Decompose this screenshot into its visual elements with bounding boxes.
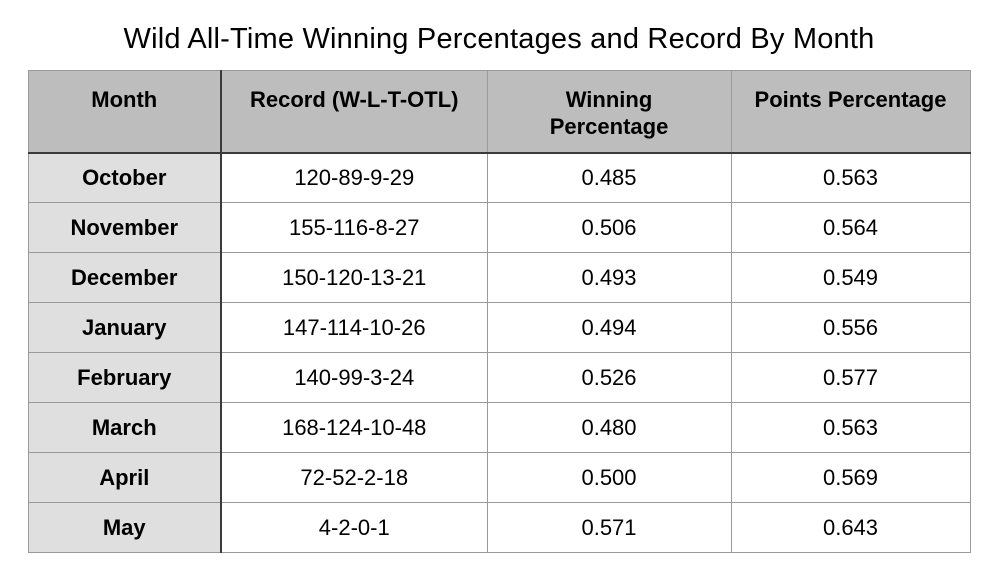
points-percentage-cell: 0.564: [730, 202, 971, 254]
table-row: March 168-124-10-48 0.480 0.563: [27, 402, 971, 454]
table-row: November 155-116-8-27 0.506 0.564: [27, 202, 971, 254]
record-cell: 72-52-2-18: [220, 452, 488, 504]
table-row: October 120-89-9-29 0.485 0.563: [27, 152, 971, 204]
table-body: October 120-89-9-29 0.485 0.563 November 155-…: [27, 152, 971, 554]
record-cell: 140-99-3-24: [220, 352, 488, 404]
winning-percentage-cell: 0.571: [486, 502, 732, 554]
winning-percentage-cell: 0.493: [486, 252, 732, 304]
winning-percentage-cell: 0.480: [486, 402, 732, 454]
points-percentage-cell: 0.643: [730, 502, 971, 554]
column-header-record: Record (W-L-T-OTL): [220, 70, 488, 154]
month-cell: May: [27, 502, 222, 554]
points-percentage-cell: 0.577: [730, 352, 971, 404]
column-header-record-label: Record (W-L-T-OTL): [249, 87, 459, 113]
column-header-month: Month: [27, 70, 222, 154]
points-percentage-cell: 0.569: [730, 452, 971, 504]
winning-percentage-cell: 0.506: [486, 202, 732, 254]
month-cell: March: [27, 402, 222, 454]
record-cell: 147-114-10-26: [220, 302, 488, 354]
column-header-points-percentage-label: Points Percentage: [754, 87, 947, 113]
table-row: December 150-120-13-21 0.493 0.549: [27, 252, 971, 304]
record-cell: 168-124-10-48: [220, 402, 488, 454]
month-cell: February: [27, 352, 222, 404]
column-header-points-percentage: Points Percentage: [730, 70, 971, 154]
page-title: Wild All-Time Winning Percentages and Re…: [123, 23, 875, 55]
table-row: January 147-114-10-26 0.494 0.556: [27, 302, 971, 354]
header-row: Month Record (W-L-T-OTL) Winning Percent…: [27, 70, 971, 154]
stats-table: Month Record (W-L-T-OTL) Winning Percent…: [27, 70, 971, 554]
column-header-winning-percentage: Winning Percentage: [486, 70, 732, 154]
month-cell: November: [27, 202, 222, 254]
month-cell: October: [27, 152, 222, 204]
month-cell: January: [27, 302, 222, 354]
winning-percentage-cell: 0.526: [486, 352, 732, 404]
points-percentage-cell: 0.549: [730, 252, 971, 304]
month-cell: April: [27, 452, 222, 504]
table-row: April 72-52-2-18 0.500 0.569: [27, 452, 971, 504]
column-header-winning-percentage-label: Winning Percentage: [549, 87, 669, 140]
month-cell: December: [27, 252, 222, 304]
points-percentage-cell: 0.556: [730, 302, 971, 354]
record-cell: 155-116-8-27: [220, 202, 488, 254]
table-row: February 140-99-3-24 0.526 0.577: [27, 352, 971, 404]
column-header-month-label: Month: [91, 87, 158, 113]
record-cell: 4-2-0-1: [220, 502, 488, 554]
winning-percentage-cell: 0.494: [486, 302, 732, 354]
table-row: May 4-2-0-1 0.571 0.643: [27, 502, 971, 554]
record-cell: 120-89-9-29: [220, 152, 488, 204]
table-header: Month Record (W-L-T-OTL) Winning Percent…: [27, 70, 971, 154]
points-percentage-cell: 0.563: [730, 152, 971, 204]
points-percentage-cell: 0.563: [730, 402, 971, 454]
record-cell: 150-120-13-21: [220, 252, 488, 304]
winning-percentage-cell: 0.500: [486, 452, 732, 504]
winning-percentage-cell: 0.485: [486, 152, 732, 204]
